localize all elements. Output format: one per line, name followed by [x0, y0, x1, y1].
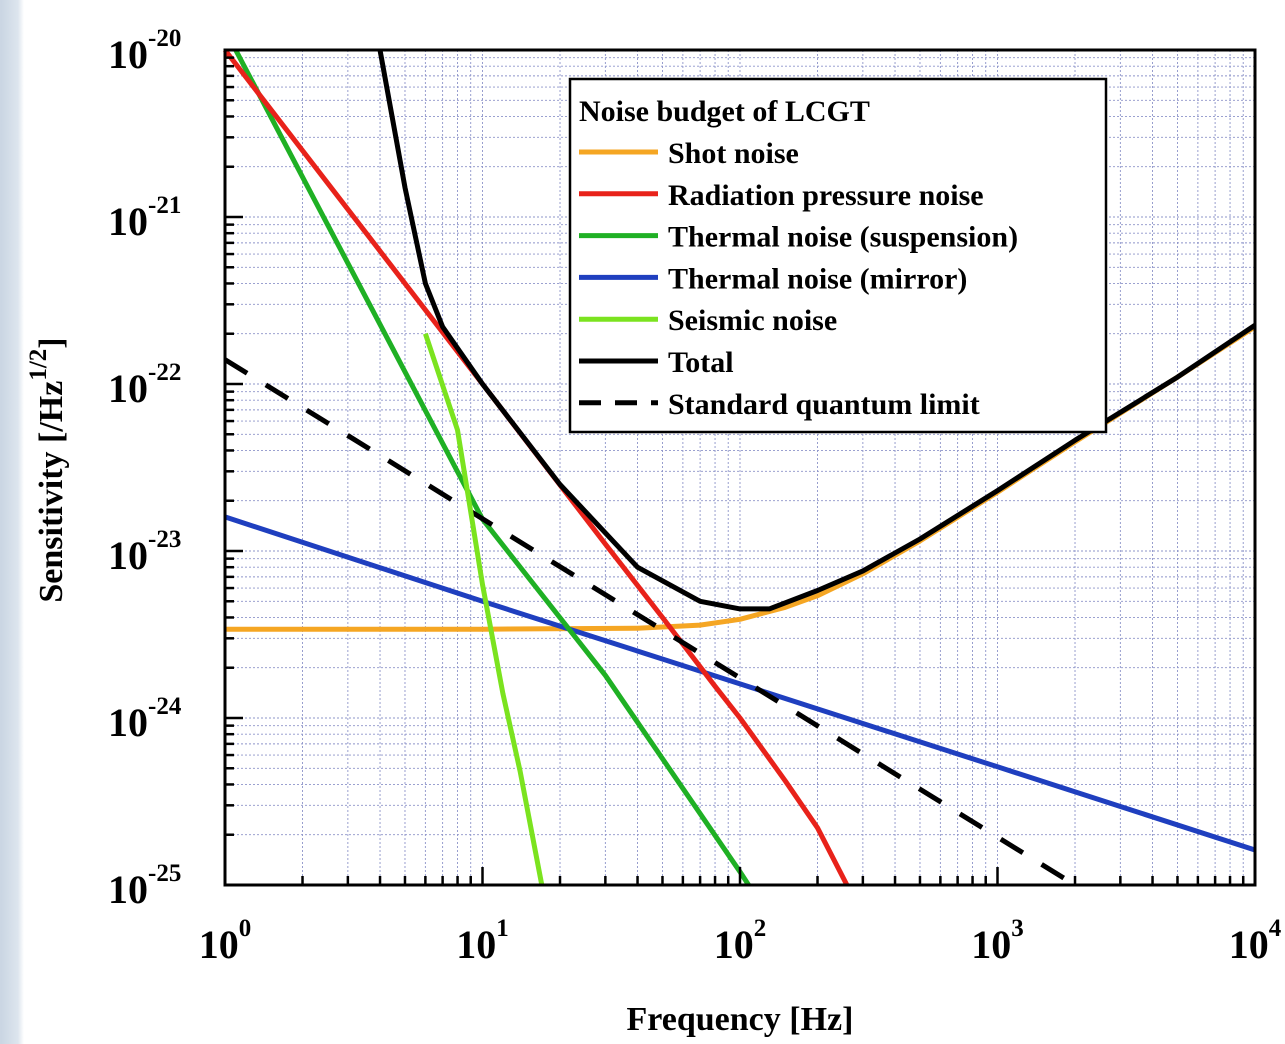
x-tick-label: 100	[199, 915, 252, 967]
legend-items: Shot noise Radiation pressure noise Therma…	[579, 137, 1018, 421]
x-tick-label: 103	[971, 915, 1024, 967]
x-tick-labels: 100 101 102 103 104	[199, 915, 1282, 967]
y-tick-label: 10-24	[108, 693, 182, 745]
x-tick-label: 102	[714, 915, 767, 967]
y-tick-label: 10-21	[108, 192, 181, 244]
x-tick-label: 104	[1229, 915, 1282, 967]
y-tick-label: 10-20	[108, 25, 181, 77]
x-tick-label: 101	[456, 915, 509, 967]
svg-text:Sensitivity [/Hz1/2]: Sensitivity [/Hz1/2]	[25, 337, 70, 602]
series-thermal-noise-mirror	[224, 514, 1256, 853]
legend-label-total: Total	[668, 346, 734, 379]
y-axis-title-exp: 1/2	[25, 349, 52, 381]
legend-box	[568, 77, 1108, 434]
y-axis-title-base: Sensitivity [/Hz	[33, 381, 70, 603]
series-total	[377, 49, 1257, 612]
y-tick-labels: 10-20 10-21 10-22 10-23 10-24 10-25	[108, 25, 182, 912]
y-tick-label: 10-25	[108, 860, 181, 912]
series-standard-quantum-limit	[223, 357, 1077, 888]
y-axis-title-close: ]	[33, 337, 70, 348]
axis-ticks	[223, 56, 1245, 887]
legend-label-radiation-pressure-noise: Radiation pressure noise	[668, 179, 984, 212]
legend-title: Noise budget of LCGT	[579, 95, 870, 128]
y-axis-title: Sensitivity [/Hz1/2]	[25, 337, 70, 602]
series-layer	[223, 48, 1257, 888]
legend-label-thermal-noise-mirror: Thermal noise (mirror)	[668, 262, 967, 295]
y-tick-label: 10-22	[108, 359, 181, 411]
legend-label-standard-quantum-limit: Standard quantum limit	[668, 388, 980, 421]
legend: Noise budget of LCGT Shot noise Radiation…	[568, 77, 1108, 434]
y-tick-label: 10-23	[108, 526, 181, 578]
legend-label-seismic-noise: Seismic noise	[668, 304, 837, 337]
series-seismic-noise	[423, 332, 545, 886]
x-axis-title: Frequency [Hz]	[627, 1001, 854, 1038]
series-thermal-noise-suspension	[233, 48, 751, 887]
legend-label-shot-noise: Shot noise	[668, 137, 799, 170]
legend-label-thermal-noise-suspension: Thermal noise (suspension)	[668, 221, 1018, 254]
